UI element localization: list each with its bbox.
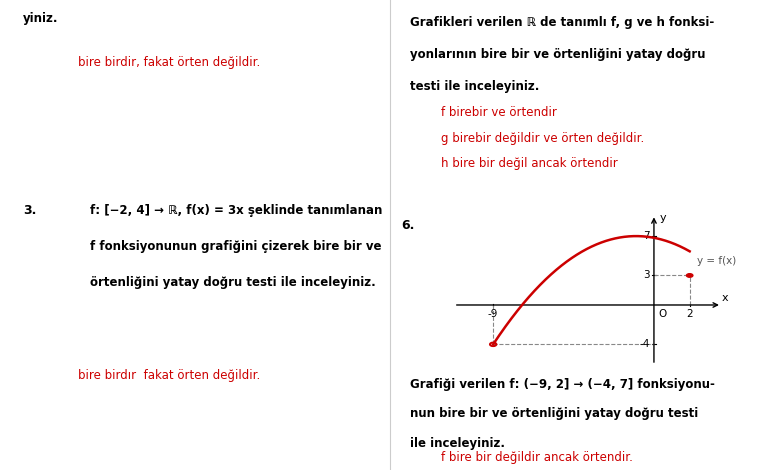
Text: f birebir ve örtendir: f birebir ve örtendir bbox=[441, 106, 557, 119]
Text: nun bire bir ve örtenliğini yatay doğru testi: nun bire bir ve örtenliğini yatay doğru … bbox=[410, 407, 698, 421]
Text: testi ile inceleyiniz.: testi ile inceleyiniz. bbox=[410, 80, 539, 94]
Text: 6.: 6. bbox=[402, 219, 415, 232]
Text: ile inceleyiniz.: ile inceleyiniz. bbox=[410, 437, 505, 450]
Text: Grafiği verilen f: (−9, 2] → (−4, 7] fonksiyonu-: Grafiği verilen f: (−9, 2] → (−4, 7] fon… bbox=[410, 378, 714, 392]
Text: -9: -9 bbox=[488, 309, 498, 320]
Text: örtenliğini yatay doğru testi ile inceleyiniz.: örtenliğini yatay doğru testi ile incele… bbox=[90, 276, 375, 289]
Text: y: y bbox=[659, 213, 666, 223]
Text: 7: 7 bbox=[643, 231, 650, 241]
Text: bire birdır  fakat örten değildir.: bire birdır fakat örten değildir. bbox=[78, 369, 261, 382]
Text: f bire bir değildir ancak örtendir.: f bire bir değildir ancak örtendir. bbox=[441, 451, 633, 464]
Text: f fonksiyonunun grafiğini çizerek bire bir ve: f fonksiyonunun grafiğini çizerek bire b… bbox=[90, 240, 381, 253]
Text: f: [−2, 4] → ℝ, f(x) = 3x şeklinde tanımlanan: f: [−2, 4] → ℝ, f(x) = 3x şeklinde tanım… bbox=[90, 204, 382, 218]
Text: yonlarının bire bir ve örtenliğini yatay doğru: yonlarının bire bir ve örtenliğini yatay… bbox=[410, 48, 705, 62]
Text: O: O bbox=[658, 309, 667, 319]
Text: 2: 2 bbox=[686, 309, 693, 320]
Text: Grafikleri verilen ℝ de tanımlı f, g ve h fonksi-: Grafikleri verilen ℝ de tanımlı f, g ve … bbox=[410, 16, 714, 30]
Text: y = f(x): y = f(x) bbox=[697, 256, 736, 266]
Text: 3: 3 bbox=[643, 270, 650, 281]
Circle shape bbox=[686, 274, 693, 277]
Text: yiniz.: yiniz. bbox=[23, 12, 59, 25]
Text: h bire bir değil ancak örtendir: h bire bir değil ancak örtendir bbox=[441, 157, 618, 171]
Text: g birebir değildir ve örten değildir.: g birebir değildir ve örten değildir. bbox=[441, 132, 644, 145]
Text: 3.: 3. bbox=[23, 204, 37, 218]
Text: -4: -4 bbox=[639, 339, 650, 349]
Text: x: x bbox=[722, 292, 728, 303]
Text: bire birdir, fakat örten değildir.: bire birdir, fakat örten değildir. bbox=[78, 56, 261, 70]
